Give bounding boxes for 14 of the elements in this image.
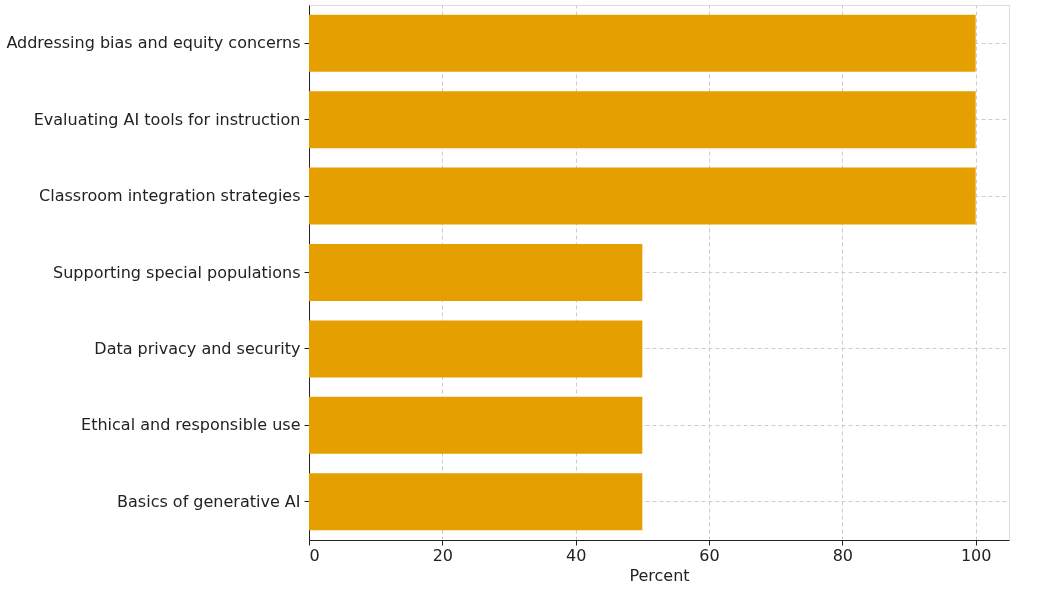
y-tick-label: Addressing bias and equity concerns [6, 33, 301, 53]
y-tick-label: Supporting special populations [53, 262, 301, 282]
x-tick-label: 100 [960, 545, 992, 565]
y-tick-label: Basics of generative AI [117, 491, 301, 511]
y-tick-label: Classroom integration strategies [39, 186, 301, 206]
y-tick-label: Data privacy and security [94, 338, 301, 358]
x-tick-label: 20 [432, 545, 454, 565]
x-tick-label: 60 [699, 545, 720, 565]
x-tick-label: 40 [565, 545, 587, 565]
x-axis-title: Percent [629, 565, 690, 585]
x-tick-label: 80 [832, 545, 854, 565]
x-tick-label: 0 [309, 545, 320, 565]
y-tick-label: Evaluating AI tools for instruction [33, 109, 301, 129]
y-tick-label: Ethical and responsible use [81, 415, 301, 435]
